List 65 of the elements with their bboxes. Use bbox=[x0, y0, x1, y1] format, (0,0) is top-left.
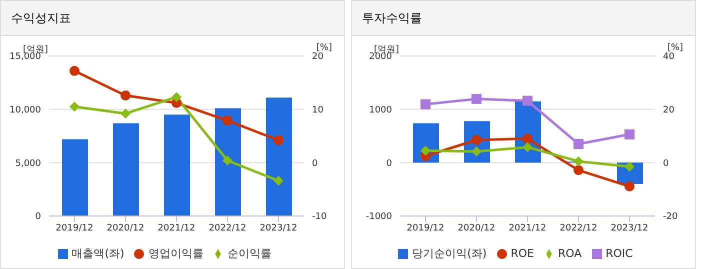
x-tick-label: 2020/12 bbox=[106, 223, 144, 234]
point bbox=[574, 139, 584, 149]
legend-label: ROE bbox=[510, 247, 534, 260]
y2-tick-label: 40 bbox=[663, 52, 675, 62]
bar bbox=[266, 98, 292, 216]
point bbox=[274, 135, 284, 146]
y-tick-label: 0 bbox=[386, 158, 392, 169]
chart-title: 수익성지표 bbox=[1, 1, 344, 36]
point bbox=[420, 146, 430, 156]
y2-tick-label: 20 bbox=[312, 52, 324, 62]
point bbox=[574, 156, 584, 166]
chart-title: 투자수익률 bbox=[352, 1, 695, 36]
point bbox=[222, 156, 232, 166]
bar bbox=[62, 139, 88, 216]
point bbox=[70, 102, 80, 112]
point bbox=[120, 108, 130, 119]
y-tick-label: 10,000 bbox=[10, 106, 42, 116]
point bbox=[472, 94, 482, 104]
y2-axis-title: [%] bbox=[667, 43, 683, 53]
y2-axis-title: [%] bbox=[316, 43, 332, 53]
point bbox=[522, 96, 532, 106]
point bbox=[574, 165, 584, 176]
y-tick-label: 15,000 bbox=[10, 52, 42, 62]
x-tick-label: 2019/12 bbox=[56, 223, 94, 234]
y-tick-label: 2000 bbox=[369, 52, 392, 62]
x-tick-label: 2019/12 bbox=[406, 223, 444, 234]
x-tick-label: 2022/12 bbox=[560, 223, 598, 234]
y-tick-label: 1000 bbox=[369, 106, 392, 116]
y2-tick-label: -10 bbox=[312, 212, 327, 222]
y2-tick-label: 0 bbox=[312, 158, 318, 169]
x-tick-label: 2020/12 bbox=[458, 223, 496, 234]
point bbox=[522, 134, 532, 144]
legend-label: ROA bbox=[558, 247, 582, 260]
bar bbox=[215, 108, 241, 216]
point bbox=[222, 116, 232, 126]
y-tick-label: 5,000 bbox=[15, 158, 42, 169]
y2-tick-label: 10 bbox=[312, 106, 324, 116]
y2-tick-label: 0 bbox=[663, 158, 669, 169]
point bbox=[70, 66, 80, 76]
x-tick-label: 2023/12 bbox=[260, 223, 298, 234]
y2-tick-label: -20 bbox=[663, 212, 678, 222]
point bbox=[624, 162, 634, 172]
legend-label: 영업이익률 bbox=[148, 247, 204, 260]
legend-label: 당기순이익(좌) bbox=[412, 247, 487, 260]
point bbox=[274, 176, 284, 186]
point bbox=[472, 146, 482, 156]
point bbox=[120, 90, 130, 100]
legend-label: ROIC bbox=[606, 247, 633, 260]
x-tick-label: 2021/12 bbox=[158, 223, 196, 234]
y-tick-label: -1000 bbox=[366, 212, 392, 222]
x-tick-label: 2022/12 bbox=[208, 223, 246, 234]
point bbox=[522, 142, 532, 152]
y-tick-label: 0 bbox=[35, 212, 42, 222]
y2-tick-label: 20 bbox=[663, 106, 675, 116]
point bbox=[624, 181, 634, 192]
bar bbox=[164, 114, 190, 216]
bar bbox=[113, 123, 139, 216]
point bbox=[624, 129, 634, 140]
x-tick-label: 2023/12 bbox=[610, 223, 648, 234]
legend-label: 순이익률 bbox=[227, 247, 272, 260]
legend-label: 매출액(좌) bbox=[72, 247, 124, 260]
x-tick-label: 2021/12 bbox=[508, 223, 546, 234]
point bbox=[472, 135, 482, 145]
point bbox=[172, 92, 182, 102]
point bbox=[420, 99, 430, 110]
